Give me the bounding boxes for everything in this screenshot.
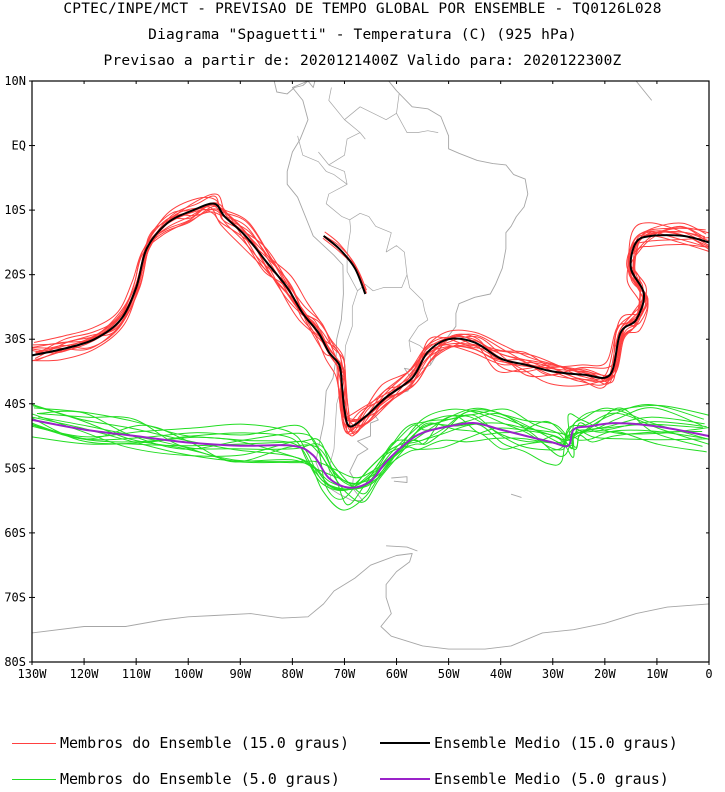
antarctica-coast xyxy=(391,476,408,483)
country-border xyxy=(406,274,429,353)
y-tick-label: EQ xyxy=(12,139,26,153)
legend-swatch-members-5 xyxy=(12,778,56,780)
central-america-coast xyxy=(273,81,309,95)
legend-swatch-members-15 xyxy=(12,742,56,744)
ensemble-member-5-line xyxy=(38,407,703,495)
x-tick-label: 110W xyxy=(122,667,152,681)
legend-swatch-mean-15 xyxy=(380,742,430,744)
ensemble-member-15-line xyxy=(32,211,706,435)
x-tick-label: 90W xyxy=(229,667,251,681)
legend-item-mean-5: Ensemble Medio (5.0 graus) xyxy=(380,770,669,788)
x-tick-label: 40W xyxy=(490,667,512,681)
country-border xyxy=(396,113,439,133)
ensemble-member-5-line xyxy=(32,405,703,479)
legend-label-mean-15: Ensemble Medio (15.0 graus) xyxy=(434,734,678,752)
y-tick-label: 10S xyxy=(4,203,26,217)
ensemble-member-15-line xyxy=(32,204,709,429)
legend-item-members-5: Membros do Ensemble (5.0 graus) xyxy=(12,770,340,788)
x-tick-label: 0 xyxy=(705,667,712,681)
antarctica-coast xyxy=(32,553,709,650)
ensemble-member-15-line xyxy=(32,204,709,432)
y-tick-label: 30S xyxy=(4,332,26,346)
x-tick-label: 50W xyxy=(438,667,460,681)
legend: Membros do Ensemble (15.0 graus) Ensembl… xyxy=(0,730,725,790)
ensemble-member-15-line xyxy=(32,193,707,434)
legend-item-members-15: Membros do Ensemble (15.0 graus) xyxy=(12,734,349,752)
x-tick-label: 80W xyxy=(282,667,304,681)
ensemble-member-15-andes-line xyxy=(322,237,368,294)
ensemble-mean-layer xyxy=(32,202,709,489)
y-tick-label: 60S xyxy=(4,526,26,540)
x-tick-label: 130W xyxy=(18,667,48,681)
ensemble-member-15-line xyxy=(36,208,705,422)
africa-coast xyxy=(635,81,653,101)
ensemble-member-15-line xyxy=(35,202,709,433)
antarctica-coast xyxy=(386,545,418,552)
x-tick-label: 100W xyxy=(174,667,204,681)
x-tick-label: 120W xyxy=(70,667,100,681)
coastline-layer xyxy=(32,81,709,650)
header-line-2: Diagrama "Spaguetti" - Temperatura (C) (… xyxy=(148,27,577,43)
ensemble-member-15-line xyxy=(35,203,709,421)
country-border xyxy=(328,87,366,140)
ensemble-member-15-andes-line xyxy=(324,235,366,291)
country-border xyxy=(357,245,408,292)
header-line-1: CPTEC/INPE/MCT - PREVISAO DE TEMPO GLOBA… xyxy=(63,1,662,17)
ensemble-mean-15-andes-line xyxy=(322,235,367,295)
country-border xyxy=(349,212,392,253)
ensemble-member-5-line xyxy=(32,412,709,511)
legend-label-members-15: Membros do Ensemble (15.0 graus) xyxy=(60,734,349,752)
y-tick-label: 50S xyxy=(4,461,26,475)
x-tick-label: 30W xyxy=(542,667,564,681)
ensemble-member-15-line xyxy=(33,208,706,433)
x-tick-label: 10W xyxy=(646,667,668,681)
legend-item-mean-15: Ensemble Medio (15.0 graus) xyxy=(380,734,678,752)
country-border xyxy=(328,132,361,166)
map-frame xyxy=(31,80,710,663)
antarctica-coast xyxy=(510,493,522,498)
y-tick-label: 20S xyxy=(4,268,26,282)
ensemble-mean-15-line xyxy=(32,202,709,428)
y-tick-label: 70S xyxy=(4,590,26,604)
ensemble-member-5-line xyxy=(33,407,707,490)
ensemble-member-15-line xyxy=(32,205,709,428)
caribbean-coast xyxy=(307,81,316,88)
ensemble-member-15-line xyxy=(35,206,707,427)
y-tick-label: 10N xyxy=(4,74,26,88)
x-tick-label: 60W xyxy=(386,667,408,681)
country-border xyxy=(297,135,348,185)
ensemble-member-5-line xyxy=(38,416,703,491)
header-line-3: Previsao a partir de: 2020121400Z Valido… xyxy=(103,53,622,69)
y-tick-label: 40S xyxy=(4,397,26,411)
country-border xyxy=(318,151,358,482)
legend-label-mean-5: Ensemble Medio (5.0 graus) xyxy=(434,770,669,788)
legend-label-members-5: Membros do Ensemble (5.0 graus) xyxy=(60,770,340,788)
ensemble-members-layer xyxy=(32,193,709,511)
x-tick-label: 70W xyxy=(334,667,356,681)
y-tick-label: 80S xyxy=(4,655,26,669)
ensemble-mean-5-line xyxy=(32,418,709,489)
legend-swatch-mean-5 xyxy=(380,778,430,780)
ensemble-member-15-line xyxy=(32,195,709,418)
ensemble-member-5-line xyxy=(32,407,709,492)
country-border xyxy=(344,93,400,121)
x-tick-label: 20W xyxy=(594,667,616,681)
